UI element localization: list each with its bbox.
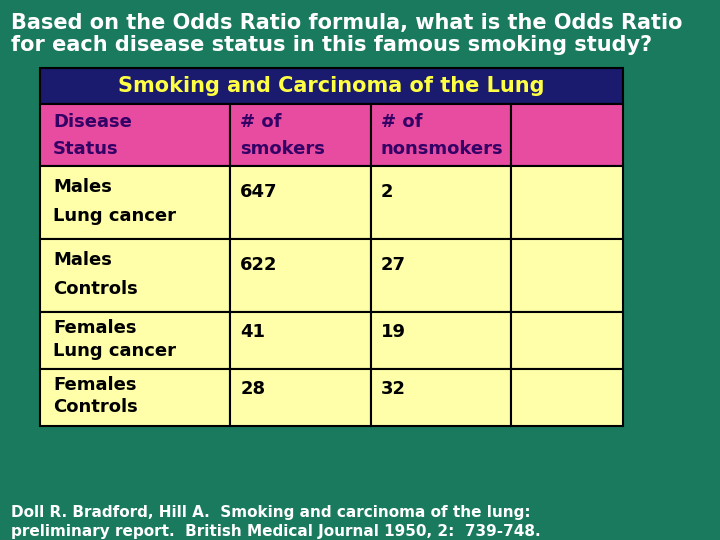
Bar (511, 166, 623, 239)
Bar (511, 239, 623, 312)
Text: Smoking and Carcinoma of the Lung: Smoking and Carcinoma of the Lung (118, 76, 544, 96)
Text: Controls: Controls (53, 399, 138, 416)
Text: Females: Females (53, 376, 137, 394)
Text: Males: Males (53, 251, 112, 268)
Bar (371, 312, 511, 369)
Text: for each disease status in this famous smoking study?: for each disease status in this famous s… (11, 35, 652, 55)
Text: Controls: Controls (53, 280, 138, 298)
Bar (230, 369, 371, 426)
Bar (371, 369, 511, 426)
Bar (40, 369, 230, 426)
Text: Status: Status (53, 140, 119, 158)
Bar (371, 166, 511, 239)
Text: 41: 41 (240, 323, 265, 341)
Text: smokers: smokers (240, 140, 325, 158)
Text: 32: 32 (381, 380, 405, 397)
Text: 622: 622 (240, 256, 278, 274)
Text: Disease: Disease (53, 113, 132, 131)
Bar (40, 104, 230, 166)
Bar (371, 104, 511, 166)
Bar (230, 166, 371, 239)
Bar (40, 68, 623, 104)
Text: # of: # of (240, 113, 282, 131)
Text: Lung cancer: Lung cancer (53, 342, 176, 360)
Text: Based on the Odds Ratio formula, what is the Odds Ratio: Based on the Odds Ratio formula, what is… (11, 14, 683, 33)
Text: 27: 27 (381, 256, 405, 274)
Bar (230, 312, 371, 369)
Bar (40, 312, 230, 369)
Bar (40, 239, 230, 312)
Bar (371, 239, 511, 312)
Text: nonsmokers: nonsmokers (381, 140, 503, 158)
Bar (511, 369, 623, 426)
Text: # of: # of (381, 113, 422, 131)
Text: 19: 19 (381, 323, 405, 341)
Text: 647: 647 (240, 183, 278, 201)
Text: Males: Males (53, 178, 112, 195)
Bar (230, 239, 371, 312)
Text: 2: 2 (381, 183, 393, 201)
Text: 28: 28 (240, 380, 266, 397)
Bar (40, 166, 230, 239)
Bar (230, 104, 371, 166)
Bar (511, 104, 623, 166)
Text: Lung cancer: Lung cancer (53, 207, 176, 225)
Text: preliminary report.  British Medical Journal 1950, 2:  739-748.: preliminary report. British Medical Jour… (11, 524, 541, 539)
Text: Doll R. Bradford, Hill A.  Smoking and carcinoma of the lung:: Doll R. Bradford, Hill A. Smoking and ca… (11, 505, 531, 520)
Text: Females: Females (53, 319, 137, 337)
Bar (511, 312, 623, 369)
